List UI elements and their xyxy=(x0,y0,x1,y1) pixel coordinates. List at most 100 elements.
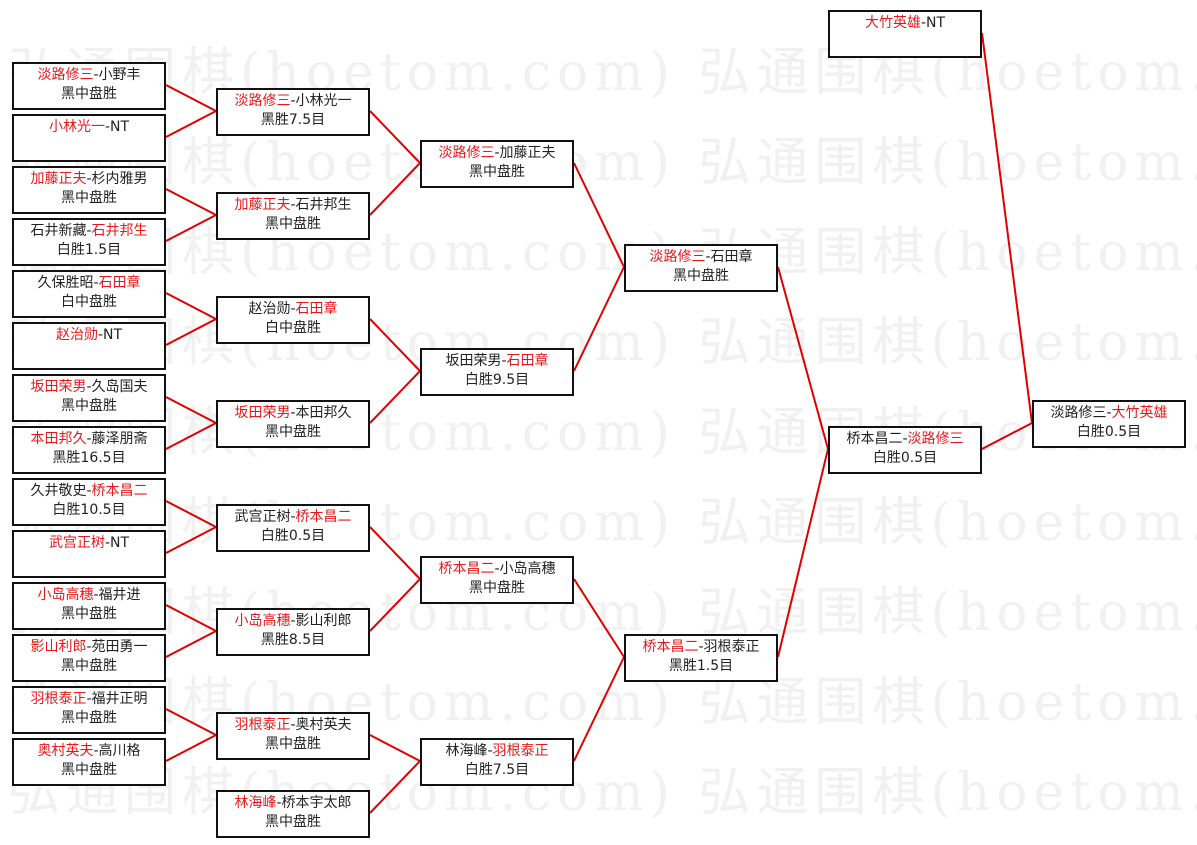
match-players: 赵治勋-NT xyxy=(14,326,164,345)
connector-line xyxy=(165,708,217,736)
separator: - xyxy=(93,67,99,83)
player-1: 林海峰 xyxy=(445,743,488,759)
player-2: 桥本昌二 xyxy=(91,483,148,499)
player-1: 奥村英夫 xyxy=(37,743,94,759)
player-1: 久井敬史 xyxy=(30,483,87,499)
match-box-round-1: 加藤正夫-杉内雅男 黑中盘胜 xyxy=(12,166,166,214)
match-players: 林海峰-桥本宇太郎 xyxy=(218,794,368,813)
player-1: 影山利郎 xyxy=(30,639,87,655)
separator: - xyxy=(501,353,507,369)
match-result: 黑中盘胜 xyxy=(61,398,117,414)
connector-line xyxy=(165,734,217,762)
match-box-round-1: 淡路修三-小野丰黑中盘胜 xyxy=(12,62,166,110)
connector-line xyxy=(165,422,217,450)
match-box-round-5: 桥本昌二-淡路修三 白胜0.5目 xyxy=(828,426,982,474)
player-2: 高川格 xyxy=(98,743,141,759)
separator: - xyxy=(902,431,908,447)
match-players: 小岛高穗-福井进 xyxy=(14,586,164,605)
separator: - xyxy=(290,717,296,733)
match-result: 白胜10.5目 xyxy=(52,502,126,518)
match-result: 黑中盘胜 xyxy=(265,814,321,830)
separator: - xyxy=(1106,405,1112,421)
separator: - xyxy=(290,509,296,525)
separator: - xyxy=(290,613,296,629)
separator: - xyxy=(93,743,99,759)
separator: - xyxy=(86,223,92,239)
match-box-round-6: 淡路修三-大竹英雄 白胜0.5目 xyxy=(1032,400,1186,448)
match-result: 黑中盘胜 xyxy=(61,190,117,206)
match-result: 黑中盘胜 xyxy=(61,762,117,778)
connector-line xyxy=(777,266,829,450)
player-2: 淡路修三 xyxy=(907,431,964,447)
player-1: 淡路修三 xyxy=(438,145,495,161)
separator: - xyxy=(494,561,500,577)
player-1: 淡路修三 xyxy=(37,67,94,83)
match-players: 坂田荣男-本田邦久 xyxy=(218,404,368,423)
player-2: NT xyxy=(110,535,130,551)
match-result: 黑胜16.5目 xyxy=(52,450,126,466)
player-1: 淡路修三 xyxy=(234,93,291,109)
match-box-round-1: 小林光一-NT xyxy=(12,114,166,162)
match-players: 久井敬史-桥本昌二 xyxy=(14,482,164,501)
player-1: 石井新藏 xyxy=(30,223,87,239)
match-box-round-1: 武宫正树-NT xyxy=(12,530,166,578)
match-box-round-1: 影山利郎-苑田勇一 黑中盘胜 xyxy=(12,634,166,682)
player-2: 福井进 xyxy=(98,587,141,603)
separator: - xyxy=(290,93,296,109)
match-players: 淡路修三-加藤正夫 xyxy=(422,144,572,163)
match-box-round-2: 淡路修三-小林光一 黑胜7.5目 xyxy=(216,88,370,136)
connector-line xyxy=(165,188,217,216)
match-result: 黑中盘胜 xyxy=(265,424,321,440)
match-result: 白胜0.5目 xyxy=(1076,424,1142,440)
match-box-round-3: 林海峰-羽根泰正 白胜7.5目 xyxy=(420,738,574,786)
connector-line xyxy=(165,396,217,424)
match-result: 黑中盘胜 xyxy=(61,86,117,102)
match-result: 白胜0.5目 xyxy=(872,450,938,466)
connector-line xyxy=(369,370,421,424)
match-result: 黑中盘胜 xyxy=(265,736,321,752)
match-box-round-1: 久保胜昭-石田章 白中盘胜 xyxy=(12,270,166,318)
separator: - xyxy=(104,119,111,135)
match-box-round-3: 淡路修三-加藤正夫 黑中盘胜 xyxy=(420,140,574,188)
player-1: 淡路修三 xyxy=(649,249,706,265)
separator: - xyxy=(487,743,493,759)
match-result: 黑中盘胜 xyxy=(673,268,729,284)
player-1: 加藤正夫 xyxy=(234,197,291,213)
connector-line xyxy=(369,734,421,762)
match-result: 白胜9.5目 xyxy=(464,372,530,388)
player-2: NT xyxy=(926,15,946,31)
separator: - xyxy=(97,327,104,343)
separator: - xyxy=(698,639,704,655)
match-players: 石井新藏-石井邦生 xyxy=(14,222,164,241)
player-2: 加藤正夫 xyxy=(499,145,556,161)
player-1: 小岛高穗 xyxy=(234,613,291,629)
player-2: 羽根泰正 xyxy=(703,639,760,655)
connector-line xyxy=(369,110,421,164)
connector-line xyxy=(165,500,217,528)
connector-line xyxy=(777,448,829,658)
match-box-round-1: 坂田荣男-久岛国夫 黑中盘胜 xyxy=(12,374,166,422)
connector-line xyxy=(981,32,1033,424)
player-2: 影山利郎 xyxy=(295,613,352,629)
player-2: 石井邦生 xyxy=(295,197,352,213)
match-players: 小林光一-NT xyxy=(14,118,164,137)
player-1: 坂田荣男 xyxy=(234,405,291,421)
match-box-round-1: 小岛高穗-福井进 黑中盘胜 xyxy=(12,582,166,630)
match-players: 久保胜昭-石田章 xyxy=(14,274,164,293)
player-2: 苑田勇一 xyxy=(91,639,148,655)
connector-line xyxy=(165,318,217,346)
connector-line xyxy=(369,760,421,814)
match-players: 淡路修三-大竹英雄 xyxy=(1034,404,1184,423)
match-box-round-1: 本田邦久-藤泽朋斋 黑胜16.5目 xyxy=(12,426,166,474)
match-players: 羽根泰正-奥村英夫 xyxy=(218,716,368,735)
match-box-round-1: 石井新藏-石井邦生 白胜1.5目 xyxy=(12,218,166,266)
player-1: 羽根泰正 xyxy=(30,691,87,707)
separator: - xyxy=(290,197,296,213)
match-players: 羽根泰正-福井正明 xyxy=(14,690,164,709)
player-2: 小野丰 xyxy=(98,67,141,83)
player-1: 坂田荣男 xyxy=(445,353,502,369)
match-result: 白中盘胜 xyxy=(265,320,321,336)
player-2: 桥本昌二 xyxy=(295,509,352,525)
player-2: 石田章 xyxy=(295,301,338,317)
